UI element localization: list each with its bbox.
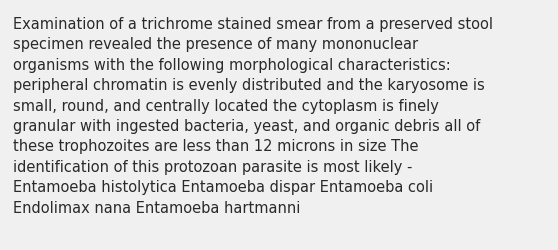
Text: Examination of a trichrome stained smear from a preserved stool
specimen reveale: Examination of a trichrome stained smear… [13, 17, 493, 215]
